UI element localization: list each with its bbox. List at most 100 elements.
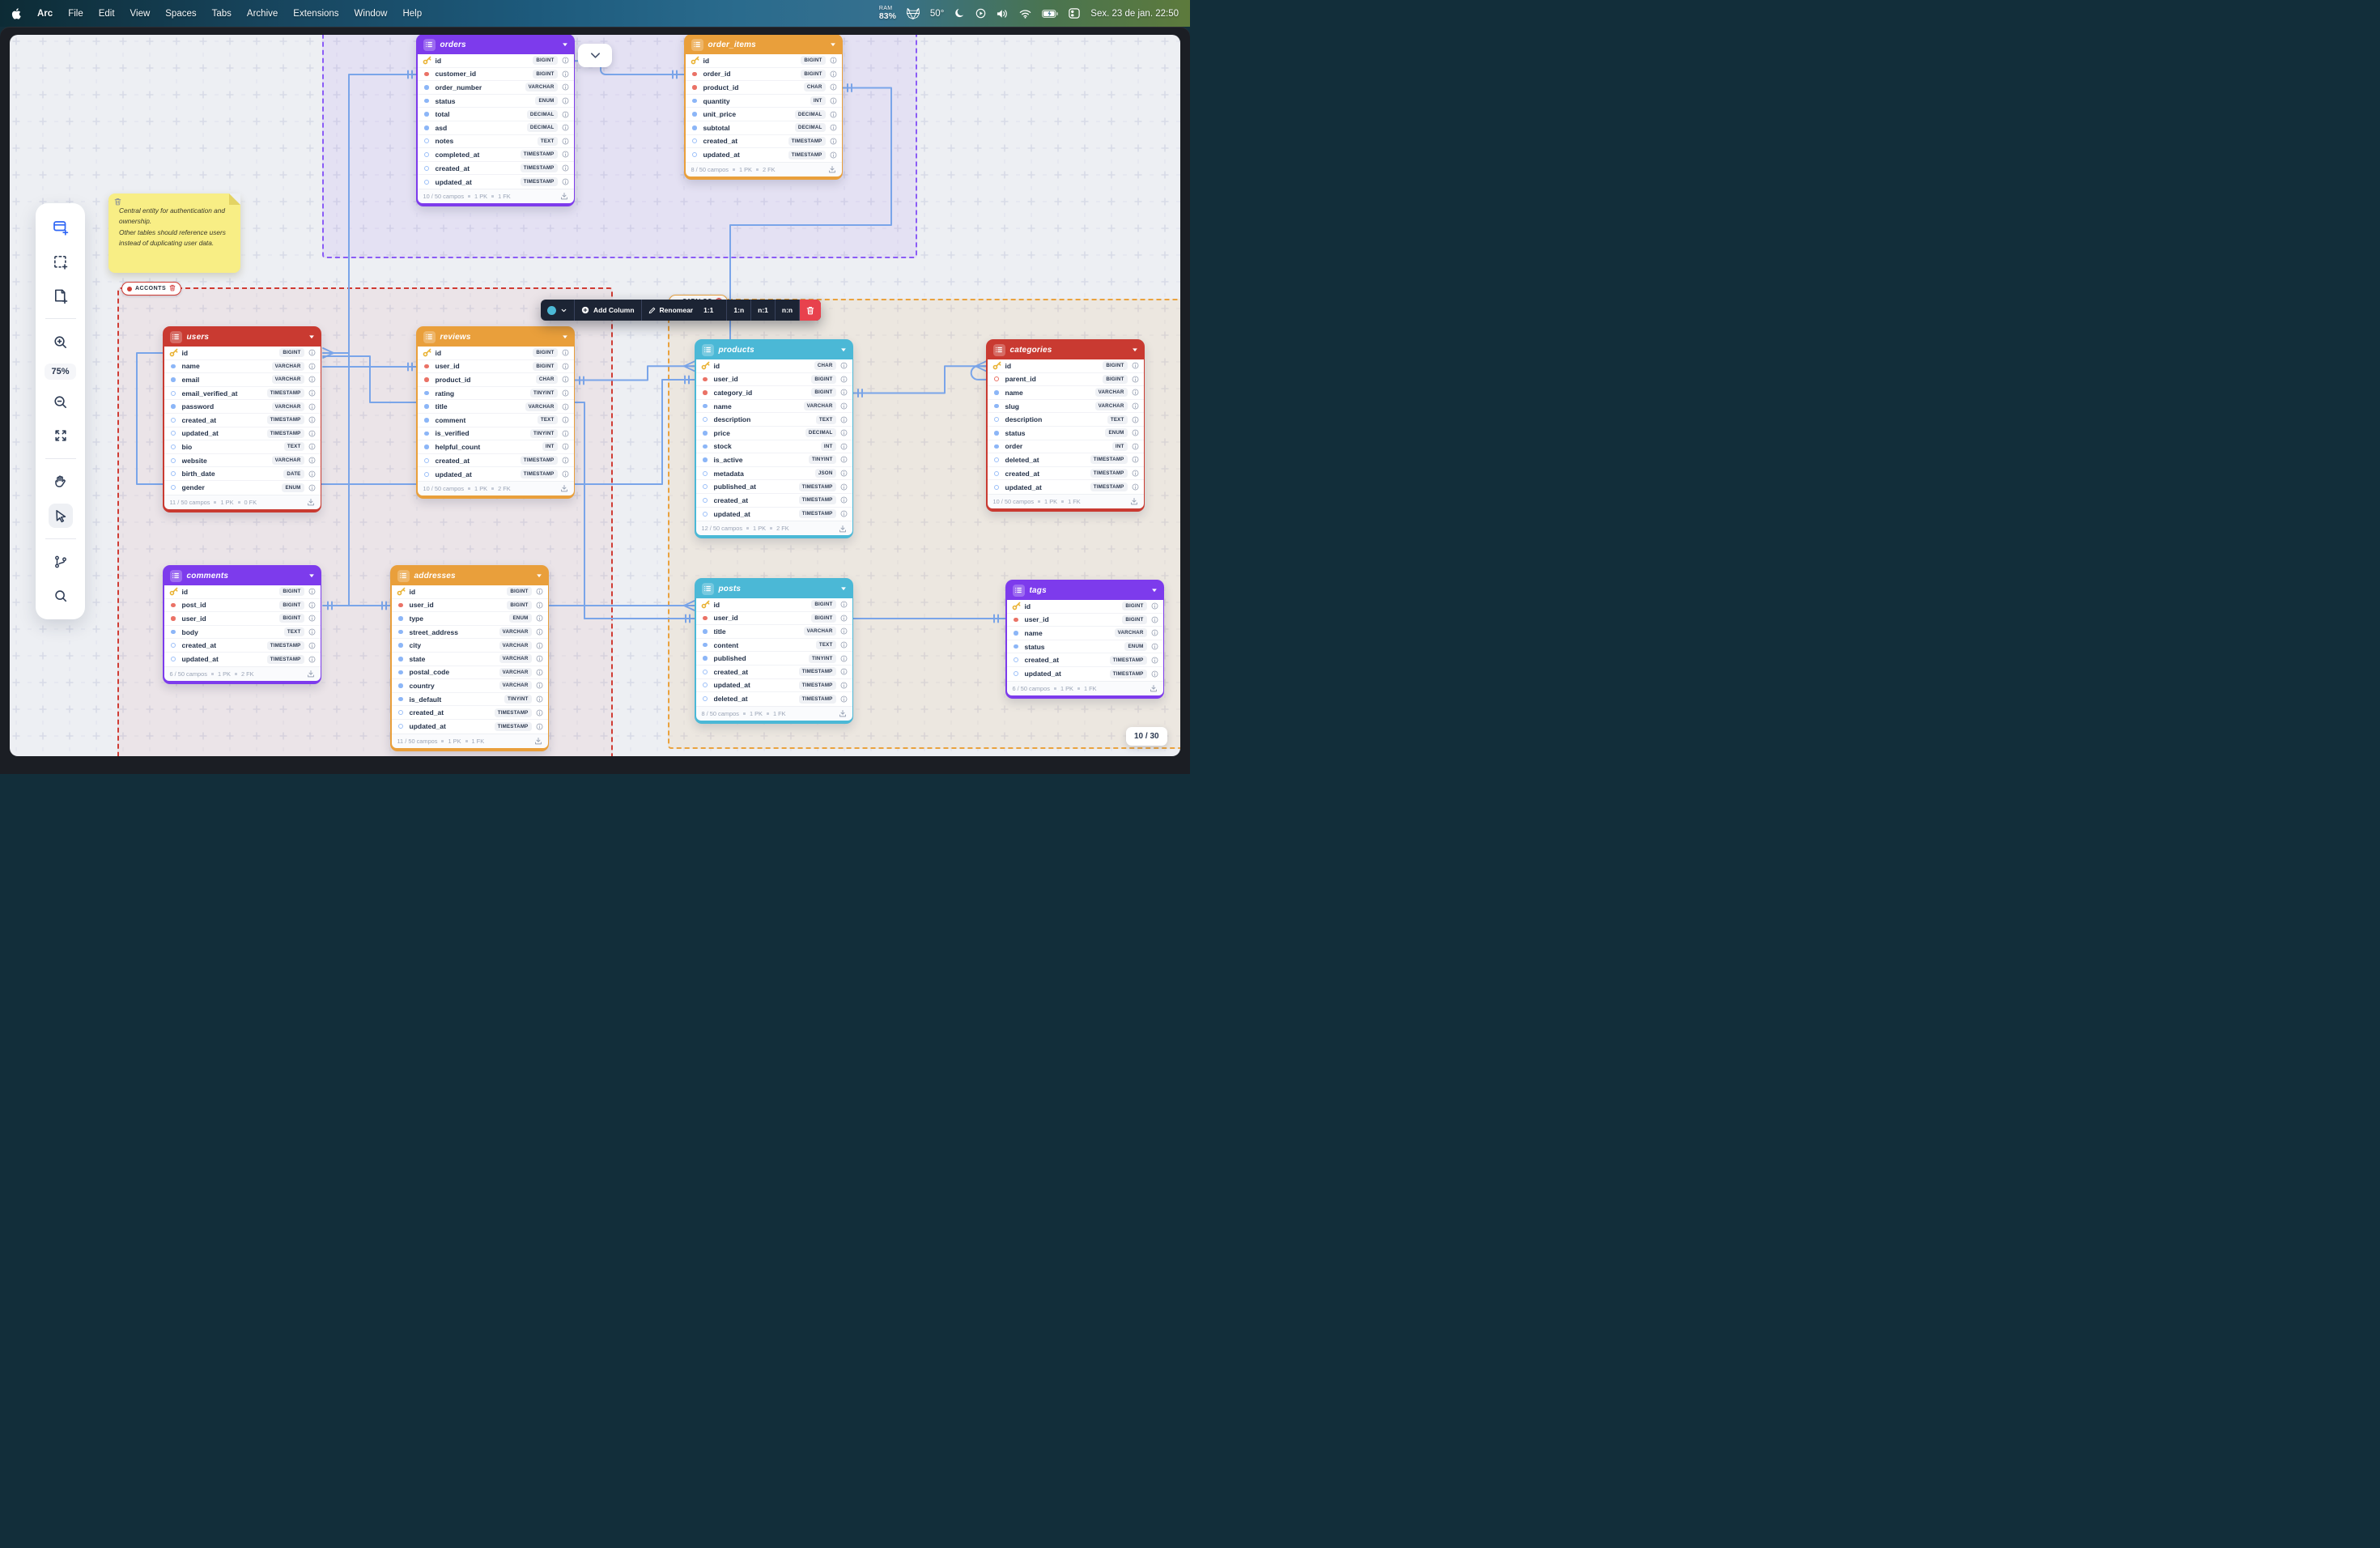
field-info-icon[interactable] [562, 349, 569, 356]
field-info-icon[interactable] [1151, 602, 1158, 610]
field-info-icon[interactable] [830, 111, 837, 118]
export-table-icon[interactable] [839, 709, 847, 717]
table-order_items[interactable]: order_items id BIGINT order_id BIGINT product… [684, 35, 843, 180]
field-info-icon[interactable] [840, 416, 848, 423]
field-row[interactable]: body TEXT [164, 626, 321, 640]
field-info-icon[interactable] [308, 349, 316, 356]
cardinality-n-n[interactable]: n:n [776, 300, 801, 321]
field-info-icon[interactable] [840, 376, 848, 383]
field-info-icon[interactable] [308, 363, 316, 370]
field-info-icon[interactable] [308, 656, 316, 663]
field-info-icon[interactable] [840, 615, 848, 622]
field-row[interactable]: is_active TINYINT [695, 453, 852, 467]
field-info-icon[interactable] [308, 430, 316, 437]
field-info-icon[interactable] [562, 124, 569, 131]
field-row[interactable]: deleted_at TIMESTAMP [696, 692, 852, 706]
battery-icon[interactable] [1042, 9, 1059, 18]
field-row[interactable]: rating TINYINT [417, 387, 574, 401]
field-info-icon[interactable] [308, 416, 316, 423]
zoom-level[interactable]: 75% [45, 364, 76, 380]
field-info-icon[interactable] [562, 403, 569, 410]
field-row[interactable]: bio TEXT [164, 440, 321, 454]
field-info-icon[interactable] [308, 588, 316, 595]
field-info-icon[interactable] [562, 111, 569, 118]
field-info-icon[interactable] [308, 443, 316, 450]
field-info-icon[interactable] [1132, 416, 1139, 423]
field-info-icon[interactable] [308, 602, 316, 609]
field-row[interactable]: title VARCHAR [417, 400, 574, 414]
table-reviews[interactable]: reviews id BIGINT user_id BIGINT product_id CH… [416, 326, 575, 499]
field-info-icon[interactable] [308, 376, 316, 383]
field-row[interactable]: name VARCHAR [987, 386, 1144, 400]
field-info-icon[interactable] [1132, 362, 1139, 369]
field-info-icon[interactable] [562, 363, 569, 370]
export-table-icon[interactable] [1130, 497, 1138, 505]
table-caret-icon[interactable] [1151, 583, 1158, 598]
field-info-icon[interactable] [308, 389, 316, 397]
menu-item-view[interactable]: View [130, 8, 151, 19]
field-row[interactable]: name VARCHAR [695, 400, 852, 414]
field-info-icon[interactable] [840, 510, 848, 517]
field-info-icon[interactable] [840, 668, 848, 675]
field-info-icon[interactable] [562, 178, 569, 185]
field-info-icon[interactable] [830, 97, 837, 104]
area-label-acconts[interactable]: ACCONTS [121, 282, 182, 296]
field-row[interactable]: updated_at TIMESTAMP [164, 427, 321, 441]
field-info-icon[interactable] [562, 164, 569, 172]
field-info-icon[interactable] [308, 628, 316, 636]
field-info-icon[interactable] [1132, 429, 1139, 436]
field-row[interactable]: created_at TIMESTAMP [695, 494, 852, 508]
field-info-icon[interactable] [1151, 670, 1158, 678]
field-row[interactable]: id BIGINT [164, 347, 321, 360]
field-row[interactable]: notes TEXT [417, 135, 574, 149]
field-info-icon[interactable] [308, 642, 316, 649]
field-info-icon[interactable] [840, 601, 848, 608]
field-row[interactable]: is_default TINYINT [391, 693, 548, 707]
play-circle-icon[interactable] [975, 8, 986, 19]
field-row[interactable]: updated_at TIMESTAMP [686, 148, 842, 162]
table-users[interactable]: users id BIGINT name VARCHAR email VARCHAR emai… [163, 326, 321, 512]
field-row[interactable]: name VARCHAR [164, 360, 321, 374]
field-row[interactable]: updated_at TIMESTAMP [418, 467, 574, 481]
sticky-note[interactable]: Central entity for authentication and ow… [108, 194, 240, 273]
delete-button[interactable] [800, 300, 822, 321]
table-header[interactable]: categories [987, 340, 1144, 359]
field-row[interactable]: title VARCHAR [695, 625, 852, 639]
field-info-icon[interactable] [840, 641, 848, 649]
export-table-icon[interactable] [560, 192, 568, 200]
field-info-icon[interactable] [536, 669, 543, 676]
add-note-tool[interactable] [49, 283, 73, 308]
field-info-icon[interactable] [562, 389, 569, 397]
field-info-icon[interactable] [1132, 443, 1139, 450]
user-switch-icon[interactable] [1069, 8, 1081, 19]
temperature-indicator[interactable]: 50° [929, 8, 945, 19]
menu-item-tabs[interactable]: Tabs [211, 8, 232, 19]
field-info-icon[interactable] [1132, 470, 1139, 477]
field-row[interactable]: created_at TIMESTAMP [1006, 653, 1163, 667]
field-info-icon[interactable] [830, 83, 837, 91]
menu-item-file[interactable]: File [68, 8, 83, 19]
diagram-canvas[interactable]: orders id BIGINT customer_id BIGINT order_num… [10, 35, 1180, 756]
field-row[interactable]: asd DECIMAL [417, 121, 574, 135]
export-table-icon[interactable] [828, 165, 836, 173]
field-info-icon[interactable] [1132, 483, 1139, 491]
field-info-icon[interactable] [830, 138, 837, 145]
table-caret-icon[interactable] [562, 330, 568, 344]
field-row[interactable]: street_address VARCHAR [391, 626, 548, 640]
field-row[interactable]: type ENUM [391, 612, 548, 626]
menu-item-help[interactable]: Help [402, 8, 423, 19]
field-info-icon[interactable] [536, 709, 543, 717]
field-row[interactable]: user_id BIGINT [164, 612, 321, 626]
field-info-icon[interactable] [1132, 376, 1139, 383]
table-header[interactable]: products [695, 340, 852, 359]
field-row[interactable]: created_at TIMESTAMP [164, 414, 321, 427]
field-info-icon[interactable] [308, 403, 316, 410]
field-row[interactable]: updated_at TIMESTAMP [696, 508, 852, 521]
field-row[interactable]: created_at TIMESTAMP [685, 135, 842, 149]
field-info-icon[interactable] [830, 124, 837, 131]
field-row[interactable]: id BIGINT [417, 347, 574, 360]
field-info-icon[interactable] [562, 57, 569, 64]
field-info-icon[interactable] [308, 470, 316, 478]
field-row[interactable]: price DECIMAL [695, 427, 852, 440]
zoom-out-tool[interactable] [49, 389, 73, 414]
